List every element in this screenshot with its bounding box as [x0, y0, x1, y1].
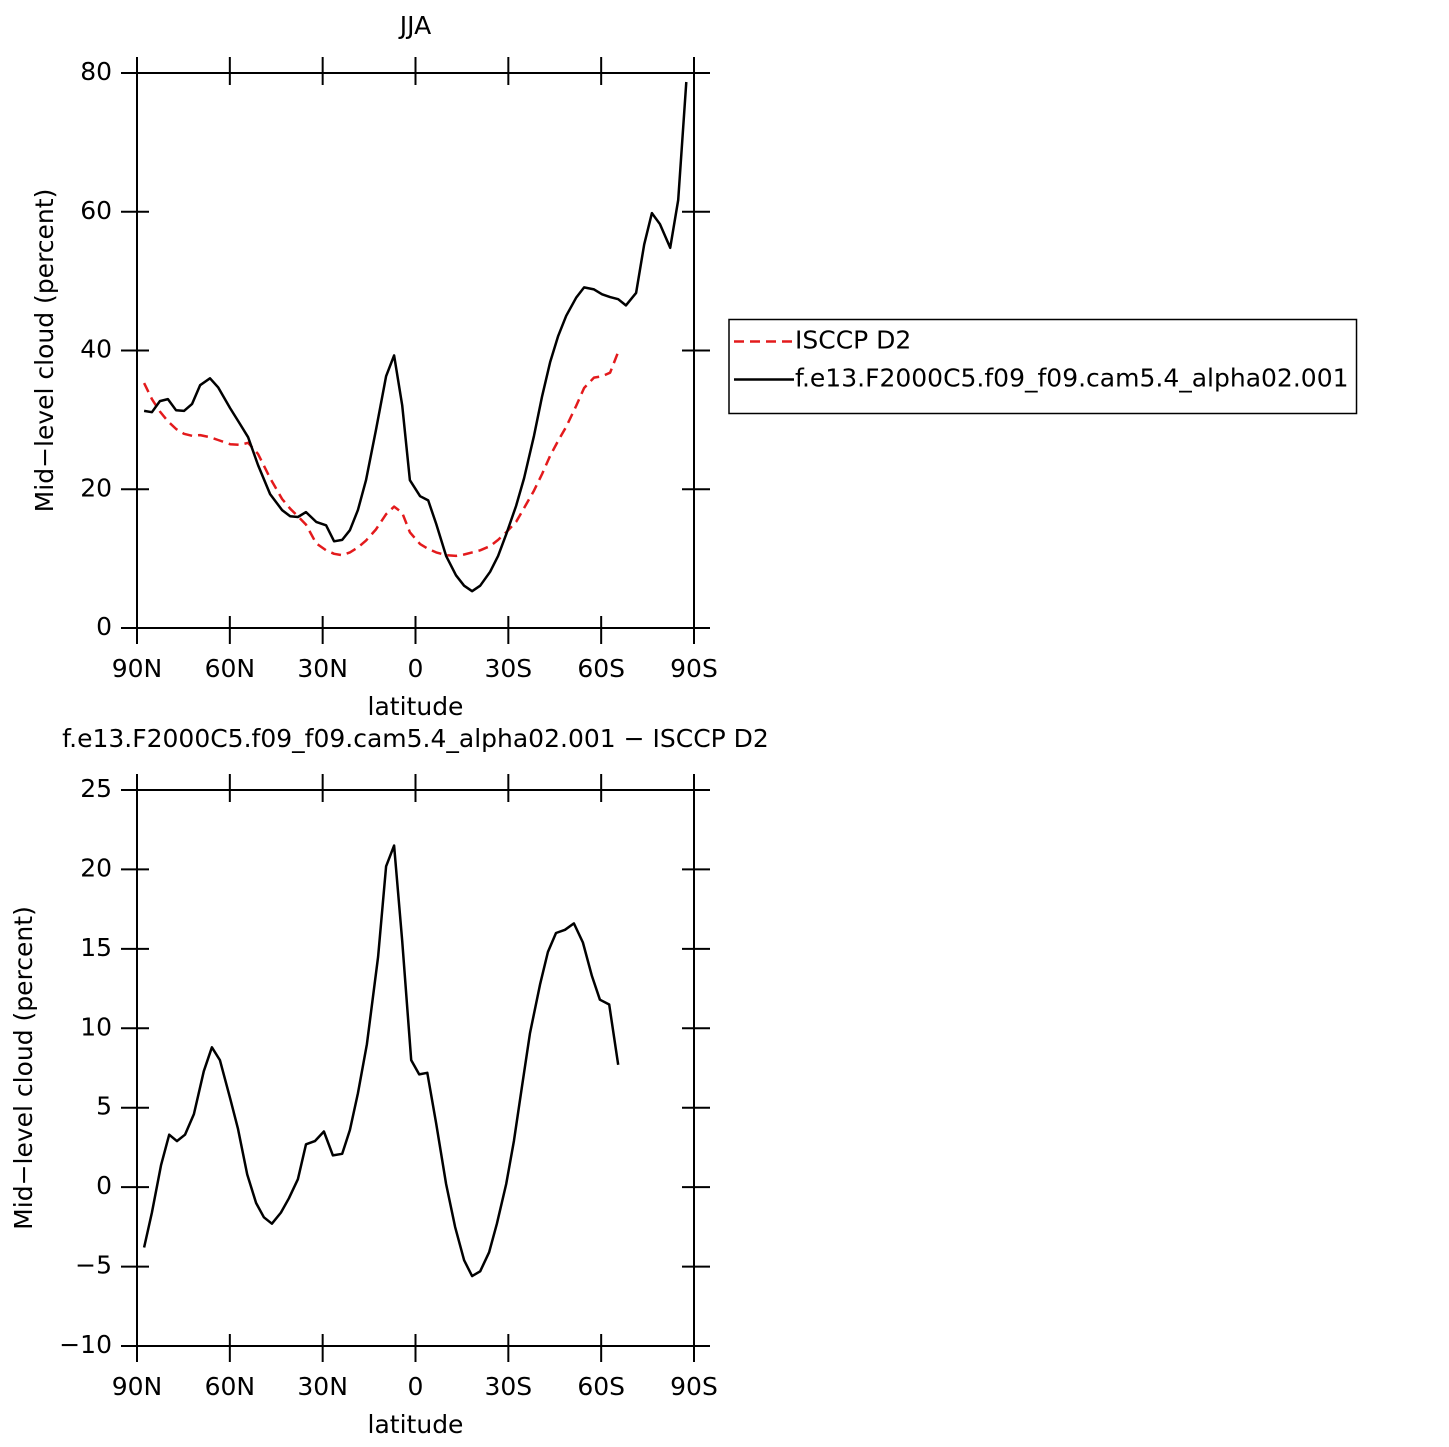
x-tick-label: 0	[408, 1372, 424, 1401]
plot-frame	[136, 72, 695, 629]
y-tick-label: 10	[80, 1012, 112, 1041]
x-tick-label: 30N	[297, 1372, 348, 1401]
x-axis-label: latitude	[368, 1410, 464, 1439]
y-tick-label: 40	[80, 335, 112, 364]
legend-label: ISCCP D2	[795, 326, 911, 355]
data-line	[142, 844, 620, 1278]
y-tick-label: 60	[80, 196, 112, 225]
x-tick-label: 90S	[670, 1372, 718, 1401]
x-tick-label: 90N	[112, 1372, 163, 1401]
x-tick-label: 0	[408, 654, 424, 683]
x-tick-label: 90S	[670, 654, 718, 683]
legend-box	[728, 318, 1358, 415]
y-tick-label: 25	[80, 774, 112, 803]
x-tick-label: 90N	[112, 654, 163, 683]
y-tick-label: 5	[96, 1092, 112, 1121]
y-tick-label: 20	[80, 473, 112, 502]
data-line	[142, 351, 620, 558]
y-tick-label: 20	[80, 853, 112, 882]
y-tick-label: 0	[96, 612, 112, 641]
data-line	[143, 81, 688, 593]
x-tick-label: 60S	[577, 654, 625, 683]
x-tick-label: 30N	[297, 654, 348, 683]
chart-title: JJA	[398, 11, 431, 40]
y-axis-label: Mid−level cloud (percent)	[9, 906, 38, 1230]
x-tick-label: 30S	[484, 1372, 532, 1401]
y-tick-label: 15	[80, 933, 112, 962]
x-tick-label: 60N	[205, 654, 256, 683]
y-tick-label: −10	[59, 1330, 112, 1359]
y-tick-label: 0	[96, 1171, 112, 1200]
chart-title: f.e13.F2000C5.f09_f09.cam5.4_alpha02.001…	[62, 724, 769, 753]
x-tick-label: 60N	[205, 1372, 256, 1401]
y-tick-label: 80	[80, 57, 112, 86]
y-axis-label: Mid−level cloud (percent)	[30, 189, 59, 513]
x-tick-label: 60S	[577, 1372, 625, 1401]
y-tick-label: −5	[75, 1251, 112, 1280]
x-tick-label: 30S	[484, 654, 532, 683]
legend-label: f.e13.F2000C5.f09_f09.cam5.4_alpha02.001	[795, 364, 1349, 393]
x-axis-label: latitude	[368, 692, 464, 721]
plot-frame	[136, 789, 695, 1347]
